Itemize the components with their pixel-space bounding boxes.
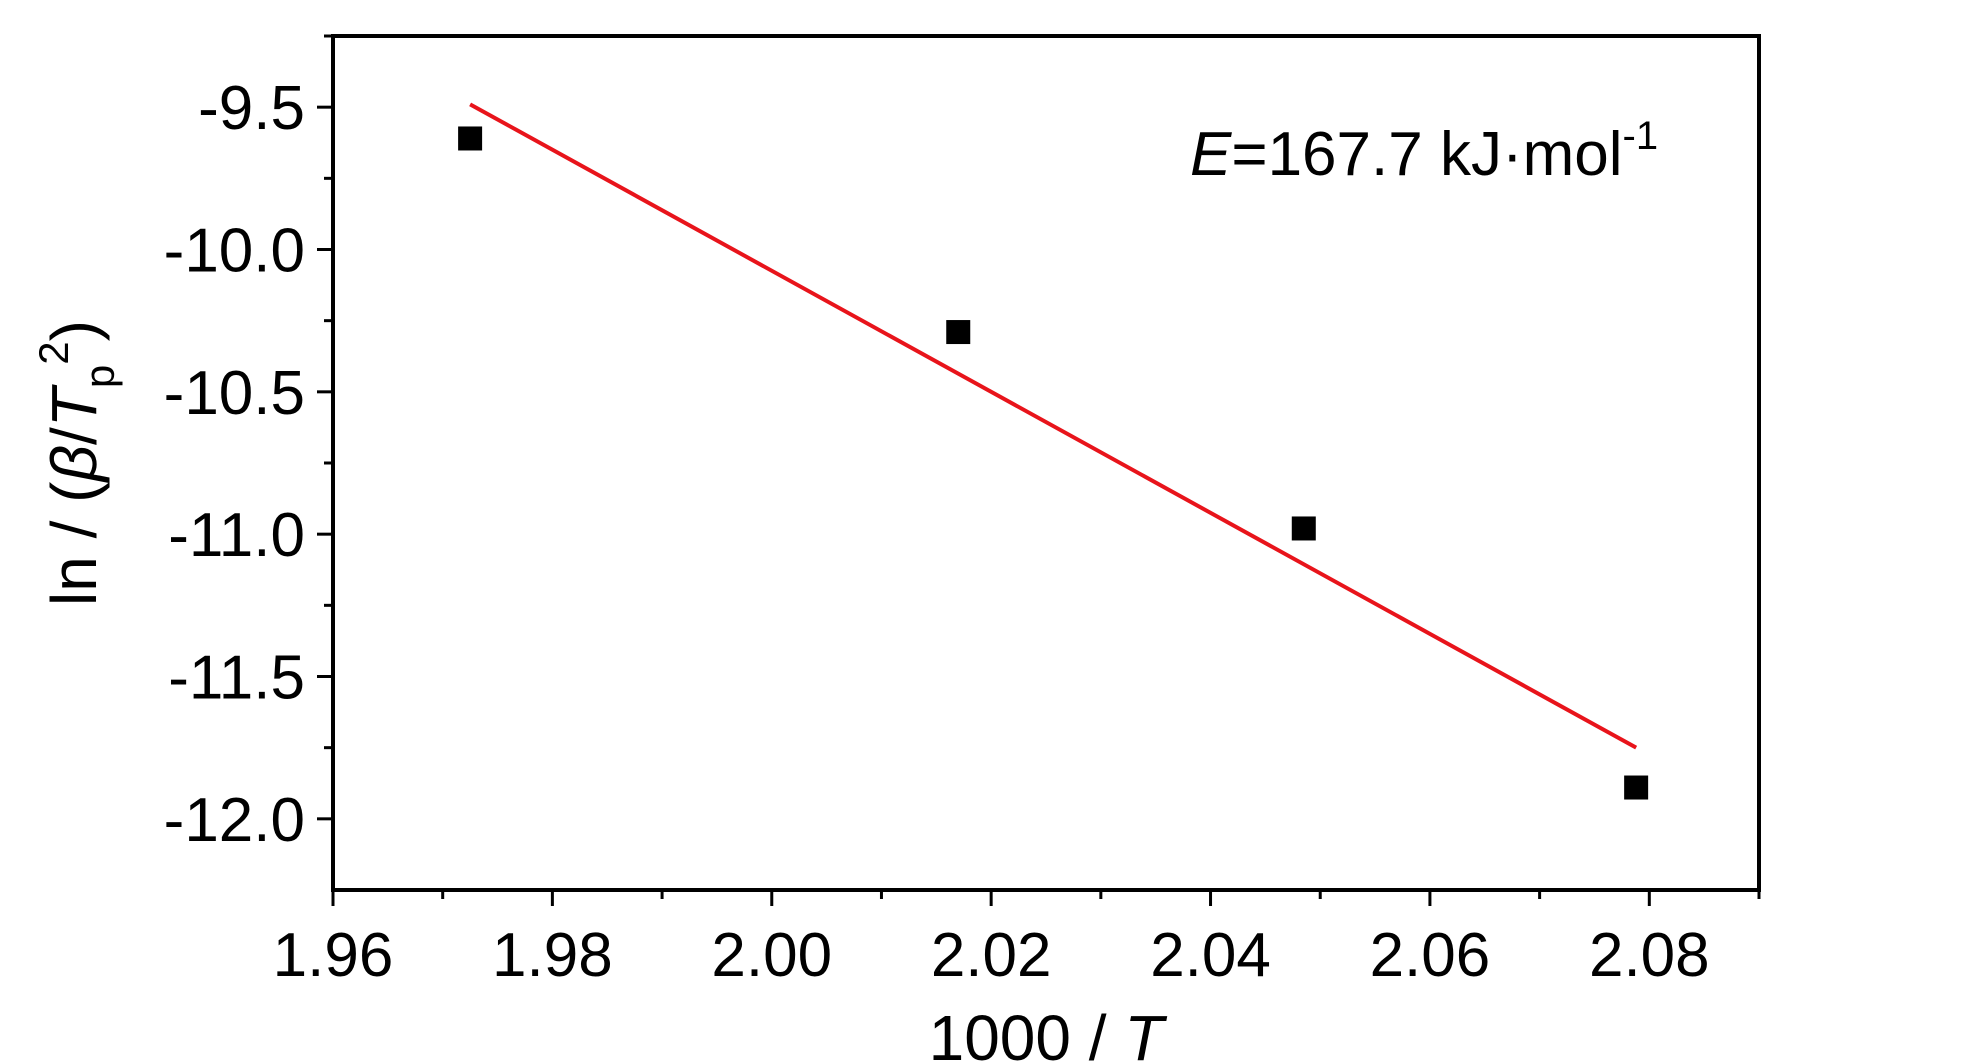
data-point bbox=[946, 320, 971, 345]
data-point bbox=[1624, 775, 1649, 800]
y-tick-label: -12.0 bbox=[164, 786, 305, 855]
x-axis-title-prefix: 1000 / bbox=[929, 1002, 1125, 1063]
y-tick-label: -10.0 bbox=[164, 217, 305, 286]
x-axis: 1.96 1.98 2.00 2.02 2.04 2.06 2.08 bbox=[273, 890, 1761, 990]
x-axis-title-var: T bbox=[1124, 1002, 1167, 1063]
data-points bbox=[458, 126, 1649, 800]
data-point bbox=[1291, 516, 1316, 541]
y-axis-title: ln / (β/Tp2) bbox=[30, 320, 123, 606]
x-tick-label: 2.02 bbox=[931, 921, 1052, 990]
x-axis-title: 1000 / T bbox=[929, 1002, 1168, 1063]
y-axis-title-sub: p bbox=[76, 365, 123, 388]
annotation-e: E bbox=[1190, 120, 1232, 189]
x-tick-label: 2.08 bbox=[1589, 921, 1710, 990]
y-axis-title-slash: / bbox=[38, 427, 110, 445]
x-tick-label: 1.96 bbox=[273, 921, 394, 990]
x-tick-label: 1.98 bbox=[492, 921, 613, 990]
y-axis-title-t: T bbox=[38, 384, 110, 427]
x-tick-label: 2.04 bbox=[1150, 921, 1271, 990]
data-point bbox=[458, 126, 483, 151]
y-tick-label: -9.5 bbox=[198, 74, 305, 143]
annotation-sup: -1 bbox=[1623, 114, 1659, 158]
y-axis-title-beta: β bbox=[38, 445, 110, 484]
y-tick-label: -11.5 bbox=[168, 644, 305, 713]
annotation: E=167.7 kJ·mol-1 bbox=[1190, 114, 1658, 189]
y-axis-title-sup: 2 bbox=[30, 341, 77, 364]
y-axis: -9.5 -10.0 -10.5 -11.0 -11.5 -12.0 bbox=[164, 34, 333, 855]
fit-line bbox=[469, 102, 1638, 750]
x-tick-label: 2.00 bbox=[711, 921, 832, 990]
y-tick-label: -10.5 bbox=[164, 359, 305, 428]
annotation-text: =167.7 kJ·mol bbox=[1231, 120, 1622, 189]
y-tick-label: -11.0 bbox=[168, 501, 305, 570]
y-axis-title-prefix: ln / ( bbox=[38, 482, 110, 606]
x-tick-label: 2.06 bbox=[1370, 921, 1491, 990]
y-axis-title-suffix: ) bbox=[38, 320, 110, 341]
